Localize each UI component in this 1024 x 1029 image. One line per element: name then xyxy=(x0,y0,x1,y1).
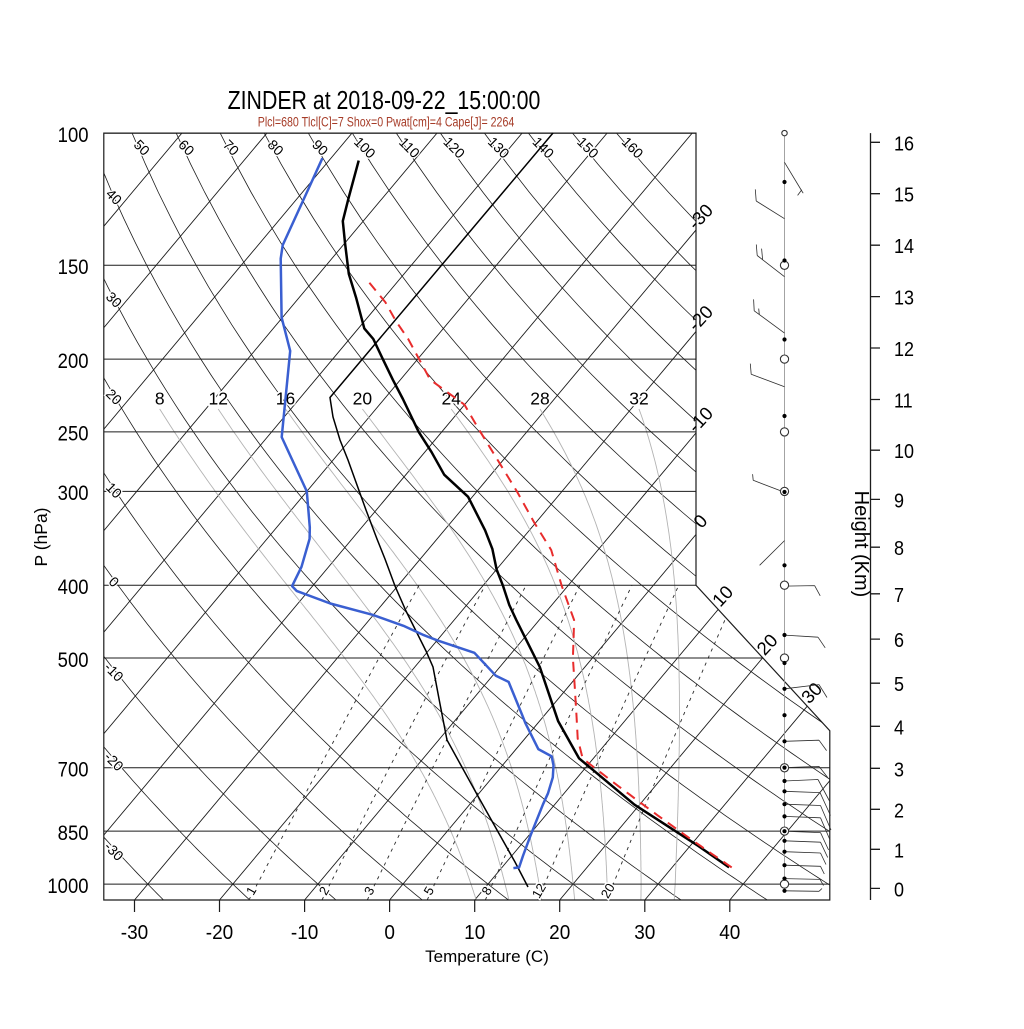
svg-text:1: 1 xyxy=(894,840,904,862)
svg-text:Height (Km): Height (Km) xyxy=(850,491,872,598)
svg-text:400: 400 xyxy=(58,576,89,599)
svg-text:13: 13 xyxy=(894,288,914,310)
svg-text:P (hPa): P (hPa) xyxy=(31,507,51,566)
svg-text:7: 7 xyxy=(894,585,904,607)
svg-text:4: 4 xyxy=(894,717,904,739)
svg-text:Plcl=680 Tlcl[C]=7 Shox=0 Pwat: Plcl=680 Tlcl[C]=7 Shox=0 Pwat[cm]=4 Cap… xyxy=(258,114,515,130)
svg-text:5: 5 xyxy=(894,674,904,696)
svg-text:15: 15 xyxy=(894,185,914,207)
svg-text:8: 8 xyxy=(894,538,904,560)
svg-text:ZINDER at 2018-09-22_15:00:00: ZINDER at 2018-09-22_15:00:00 xyxy=(228,86,541,116)
svg-text:500: 500 xyxy=(58,649,89,672)
svg-text:250: 250 xyxy=(58,423,89,446)
svg-text:11: 11 xyxy=(894,391,913,413)
svg-text:9: 9 xyxy=(894,491,904,513)
svg-text:20: 20 xyxy=(549,922,570,945)
svg-text:12: 12 xyxy=(894,339,914,361)
svg-text:20: 20 xyxy=(353,389,373,409)
svg-text:-20: -20 xyxy=(206,922,234,945)
svg-text:200: 200 xyxy=(58,350,89,373)
svg-text:40: 40 xyxy=(719,922,740,945)
svg-text:30: 30 xyxy=(634,922,655,945)
svg-text:8: 8 xyxy=(155,389,165,409)
svg-text:28: 28 xyxy=(530,389,549,409)
svg-text:Temperature (C): Temperature (C) xyxy=(425,947,549,966)
svg-text:3: 3 xyxy=(894,759,904,781)
svg-text:12: 12 xyxy=(208,389,227,409)
svg-text:850: 850 xyxy=(58,822,89,845)
svg-text:0: 0 xyxy=(384,922,395,945)
svg-text:-30: -30 xyxy=(121,922,149,945)
svg-text:24: 24 xyxy=(441,389,461,409)
svg-text:150: 150 xyxy=(58,256,89,279)
svg-text:300: 300 xyxy=(58,482,89,505)
svg-text:100: 100 xyxy=(58,124,89,147)
svg-text:6: 6 xyxy=(894,630,904,652)
svg-text:2: 2 xyxy=(894,800,904,822)
svg-text:10: 10 xyxy=(894,441,914,463)
svg-text:0: 0 xyxy=(894,880,904,902)
svg-text:10: 10 xyxy=(464,922,485,945)
svg-text:16: 16 xyxy=(894,133,914,155)
svg-text:32: 32 xyxy=(629,389,648,409)
svg-text:-10: -10 xyxy=(291,922,319,945)
svg-text:14: 14 xyxy=(894,236,914,258)
svg-text:700: 700 xyxy=(58,759,89,782)
svg-text:1000: 1000 xyxy=(47,875,88,898)
